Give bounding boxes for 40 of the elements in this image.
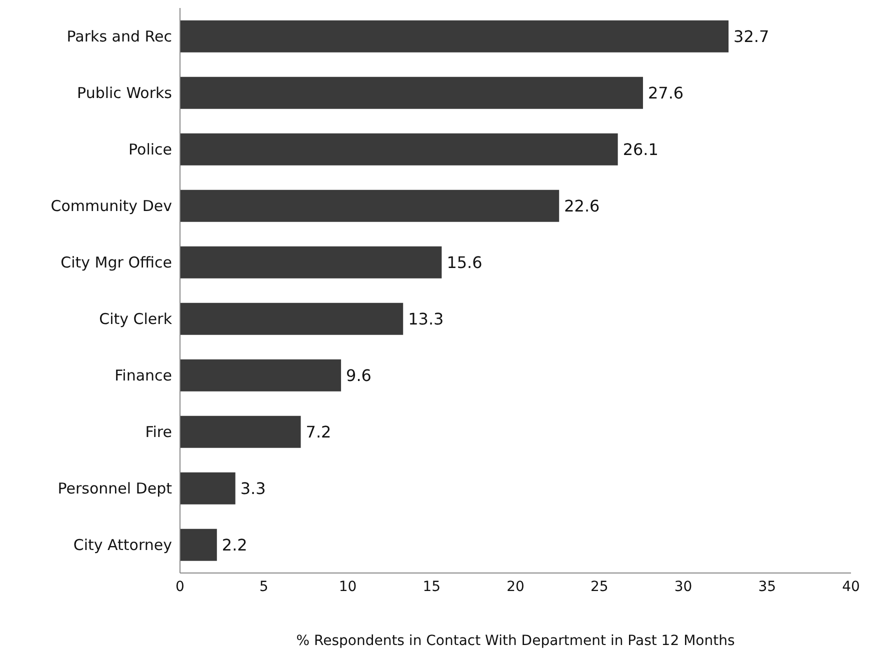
x-tick-label: 40 [842, 578, 860, 595]
y-tick-label: City Clerk [99, 310, 172, 328]
data-label: 2.2 [222, 536, 248, 555]
x-tick-label: 20 [506, 578, 524, 595]
data-label: 13.3 [408, 310, 444, 329]
y-tick-label: Public Works [77, 84, 172, 102]
bar [180, 528, 217, 561]
y-tick-label: Police [128, 140, 172, 159]
data-label: 32.7 [734, 27, 770, 46]
bar [180, 190, 560, 222]
bar [180, 359, 342, 392]
bar [180, 246, 442, 278]
y-tick-label: Personnel Dept [58, 480, 172, 498]
x-tick-label: 5 [259, 578, 268, 595]
bar [180, 20, 729, 52]
x-tick-label: 25 [590, 578, 608, 595]
data-label: 15.6 [446, 253, 482, 272]
bar [180, 416, 301, 448]
bar [180, 133, 618, 166]
bar [180, 302, 404, 335]
y-tick-label: Fire [145, 423, 172, 442]
x-tick-label: 15 [422, 578, 441, 595]
data-label: 7.2 [306, 422, 332, 442]
data-label: 27.6 [648, 84, 684, 103]
y-tick-label: Parks and Rec [66, 28, 172, 46]
y-tick-label: Community Dev [50, 197, 172, 216]
data-label: 22.6 [564, 196, 600, 216]
data-label: 9.6 [346, 366, 372, 386]
bar [180, 76, 643, 109]
data-label: 3.3 [240, 479, 266, 498]
x-tick-label: 0 [176, 578, 184, 595]
x-tick-label: 10 [338, 578, 357, 595]
x-tick-label: 30 [674, 578, 692, 595]
y-tick-label: Finance [114, 366, 172, 385]
y-tick-label: City Attorney [73, 536, 172, 554]
data-label: 26.1 [622, 140, 658, 160]
x-tick-label: 35 [758, 578, 776, 595]
y-tick-label: City Mgr Office [60, 254, 172, 272]
bar [180, 472, 236, 504]
x-axis-title: % Respondents in Contact With Department in Past 12 Months [296, 633, 735, 649]
